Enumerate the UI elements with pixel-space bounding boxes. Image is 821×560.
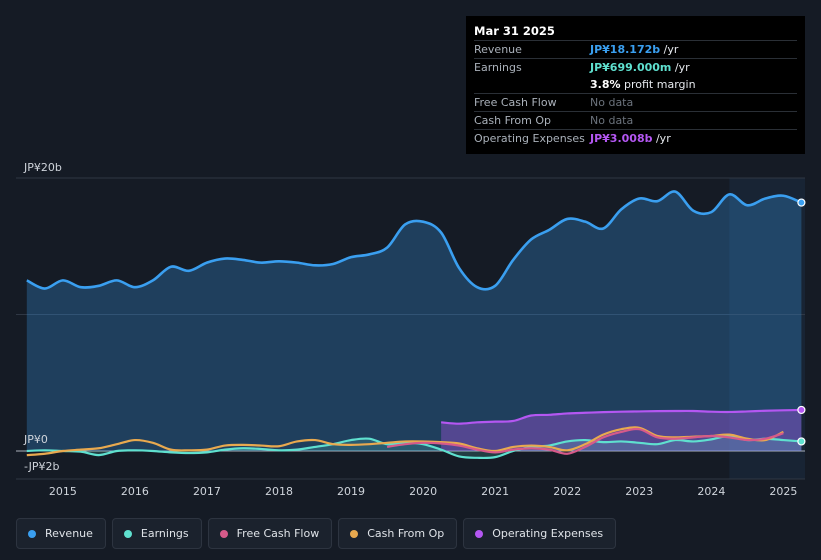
series-fills: [26, 191, 802, 458]
tooltip-fcf-value: No data: [590, 96, 634, 109]
x-axis-labels: 2015 2016 2017 2018 2019 2020 2021 2022 2023 2024…: [49, 485, 798, 498]
x-tick-label: 2019: [337, 485, 365, 498]
x-tick-label: 2016: [121, 485, 149, 498]
chart-legend: Revenue Earnings Free Cash Flow Cash Fro…: [16, 518, 617, 549]
x-tick-label: 2017: [193, 485, 221, 498]
legend-dot-icon: [219, 529, 228, 538]
x-tick-label: 2021: [481, 485, 509, 498]
revenue-line: [26, 190, 802, 291]
tooltip-label: Earnings: [474, 61, 522, 74]
tooltip-unit: profit margin: [620, 78, 696, 91]
free-cash-flow-line: [386, 427, 784, 455]
tooltip-label: Revenue: [474, 43, 522, 56]
tooltip-row-revenue: Revenue JP¥18.172b /yr: [474, 40, 797, 58]
tooltip-label: Free Cash Flow: [474, 96, 557, 109]
series-lines: [26, 190, 802, 460]
legend-label: Free Cash Flow: [236, 527, 320, 540]
earnings-end-marker: [797, 437, 806, 446]
legend-label: Earnings: [140, 527, 189, 540]
tooltip-row-fcf: Free Cash Flow No data: [474, 93, 797, 111]
tooltip-date: Mar 31 2025: [474, 24, 555, 38]
operating-expenses-area: [441, 409, 802, 451]
legend-label: Operating Expenses: [492, 527, 604, 540]
data-tooltip: Mar 31 2025 Revenue JP¥18.172b /yr Earni…: [466, 16, 805, 154]
x-tick-label: 2018: [265, 485, 293, 498]
y-tick-label: JP¥20b: [23, 161, 62, 174]
revenue-area: [26, 191, 802, 451]
legend-label: Cash From Op: [367, 527, 445, 540]
tooltip-revenue-value: JP¥18.172b: [590, 43, 661, 56]
tooltip-margin-value: 3.8%: [590, 78, 621, 91]
legend-item-cash-from-op[interactable]: Cash From Op: [338, 518, 458, 549]
legend-label: Revenue: [45, 527, 93, 540]
tooltip-row-margin: 3.8% profit margin: [474, 76, 797, 93]
legend-dot-icon: [28, 529, 36, 538]
revenue-end-marker: [797, 198, 806, 207]
tooltip-row-opex: Operating Expenses JP¥3.008b /yr: [474, 129, 797, 147]
y-tick-label: JP¥0: [23, 433, 48, 446]
x-tick-label: 2020: [409, 485, 437, 498]
forecast-highlight-band: [729, 178, 805, 479]
tooltip-unit: /yr: [652, 132, 671, 145]
tooltip-opex-value: JP¥3.008b: [590, 132, 653, 145]
legend-item-earnings[interactable]: Earnings: [111, 518, 202, 549]
legend-dot-icon: [475, 529, 484, 538]
tooltip-row-cfo: Cash From Op No data: [474, 111, 797, 129]
x-tick-label: 2015: [49, 485, 77, 498]
legend-item-operating-expenses[interactable]: Operating Expenses: [463, 518, 617, 549]
tooltip-cfo-value: No data: [590, 114, 634, 127]
tooltip-label: Operating Expenses: [474, 132, 585, 145]
x-tick-label: 2023: [625, 485, 653, 498]
end-markers: [797, 198, 806, 446]
operating-expenses-end-marker: [797, 405, 806, 415]
legend-dot-icon: [123, 529, 132, 538]
legend-item-free-cash-flow[interactable]: Free Cash Flow: [207, 518, 333, 549]
legend-item-revenue[interactable]: Revenue: [16, 518, 106, 549]
tooltip-label: Cash From Op: [474, 114, 552, 127]
operating-expenses-line: [441, 408, 802, 425]
tooltip-earnings-value: JP¥699.000m: [590, 61, 672, 74]
legend-dot-icon: [350, 529, 359, 538]
x-tick-label: 2022: [553, 485, 581, 498]
y-tick-label: -JP¥2b: [24, 460, 59, 473]
tooltip-row-earnings: Earnings JP¥699.000m /yr: [474, 58, 797, 76]
cash-from-op-line: [26, 426, 784, 457]
earnings-area: [26, 435, 802, 458]
tooltip-unit: /yr: [660, 43, 679, 56]
y-axis-labels: JP¥20b JP¥0 -JP¥2b: [23, 161, 62, 473]
tooltip-unit: /yr: [671, 61, 690, 74]
x-tick-label: 2024: [697, 485, 725, 498]
x-tick-label: 2025: [769, 485, 797, 498]
